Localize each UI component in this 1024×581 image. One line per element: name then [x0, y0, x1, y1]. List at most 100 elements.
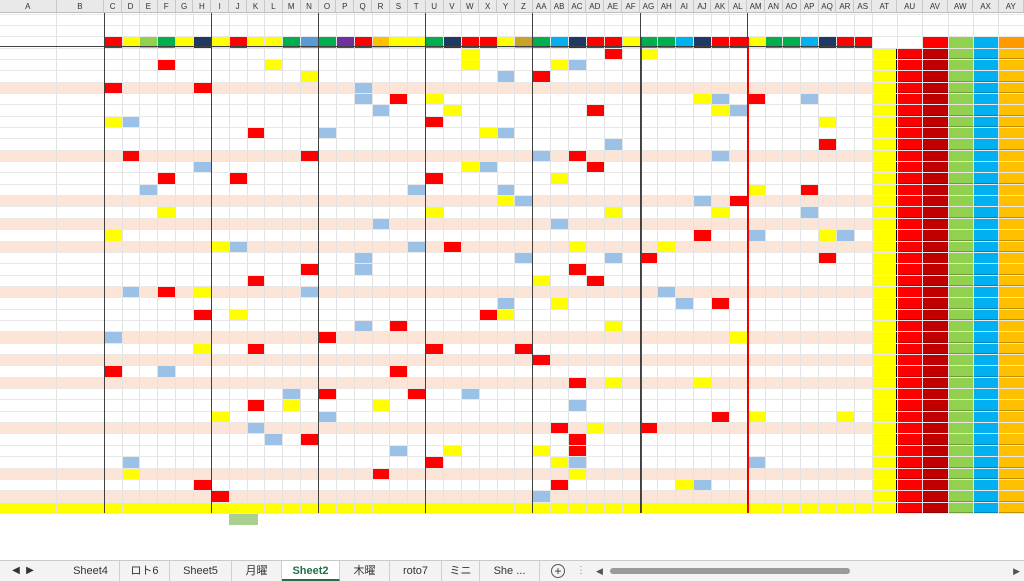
summary-cell[interactable]	[998, 184, 1024, 196]
summary-cell[interactable]	[973, 490, 999, 503]
number-cell[interactable]	[104, 355, 122, 366]
number-cell[interactable]	[301, 366, 319, 377]
draw-number-cell[interactable]	[57, 400, 105, 411]
summary-cell[interactable]	[922, 93, 949, 105]
number-cell[interactable]	[176, 502, 194, 513]
date-cell[interactable]	[0, 320, 57, 331]
number-cell[interactable]	[247, 422, 265, 434]
summary-cell[interactable]	[998, 275, 1024, 287]
summary-cell[interactable]	[998, 82, 1024, 94]
number-cell[interactable]	[604, 377, 623, 389]
number-cell[interactable]	[354, 252, 373, 264]
number-cell[interactable]	[568, 263, 587, 276]
number-cell[interactable]	[711, 297, 730, 310]
number-cell[interactable]	[551, 71, 569, 82]
summary-cell[interactable]	[897, 161, 923, 173]
number-cell[interactable]	[569, 82, 587, 93]
number-cell[interactable]	[640, 422, 658, 434]
summary-cell[interactable]	[922, 150, 949, 162]
column-header-W[interactable]: W	[461, 0, 480, 13]
number-header-cell[interactable]	[300, 36, 319, 49]
number-cell[interactable]	[711, 206, 730, 219]
number-cell[interactable]	[461, 93, 479, 104]
summary-cell[interactable]	[948, 48, 974, 60]
summary-cell[interactable]	[948, 297, 974, 310]
number-cell[interactable]	[568, 456, 587, 468]
add-sheet-icon[interactable]: +	[551, 564, 565, 578]
number-cell[interactable]	[550, 172, 569, 185]
number-cell[interactable]	[711, 150, 730, 162]
number-cell[interactable]	[300, 263, 319, 276]
summary-cell[interactable]	[897, 275, 923, 287]
summary-cell[interactable]	[948, 184, 974, 196]
draw-number-cell[interactable]	[57, 366, 105, 377]
number-cell[interactable]	[247, 389, 265, 400]
number-cell[interactable]	[551, 468, 569, 479]
number-cell[interactable]	[122, 456, 140, 468]
draw-number-cell[interactable]	[57, 491, 105, 502]
number-cell[interactable]	[247, 59, 265, 70]
number-cell[interactable]	[550, 59, 569, 71]
date-cell[interactable]	[0, 139, 57, 150]
column-header-B[interactable]: B	[56, 0, 105, 13]
summary-cell[interactable]	[897, 104, 923, 117]
number-cell[interactable]	[122, 286, 140, 298]
summary-cell[interactable]	[973, 297, 999, 310]
number-cell[interactable]	[497, 195, 515, 207]
date-cell[interactable]	[0, 468, 57, 479]
number-cell[interactable]	[157, 59, 176, 71]
number-cell[interactable]	[425, 116, 444, 128]
summary-cell[interactable]	[922, 309, 949, 321]
number-cell[interactable]	[747, 93, 766, 105]
number-cell[interactable]	[569, 252, 587, 263]
summary-cell[interactable]	[897, 150, 923, 162]
number-cell[interactable]	[694, 128, 712, 139]
summary-cell[interactable]	[922, 138, 949, 151]
number-cell[interactable]	[282, 388, 301, 400]
number-cell[interactable]	[229, 172, 248, 185]
column-header-O[interactable]: O	[318, 0, 337, 13]
date-cell[interactable]	[0, 366, 57, 377]
summary-cell[interactable]	[998, 252, 1024, 264]
number-cell[interactable]	[729, 195, 748, 207]
number-header-cell[interactable]	[782, 36, 801, 49]
number-header-cell[interactable]	[175, 36, 194, 49]
number-cell[interactable]	[229, 241, 248, 253]
number-header-cell[interactable]	[389, 36, 408, 49]
number-cell[interactable]	[568, 377, 587, 389]
number-cell[interactable]	[711, 93, 730, 105]
number-cell[interactable]	[407, 241, 426, 253]
summary-cell[interactable]	[922, 388, 949, 400]
summary-cell[interactable]	[897, 116, 923, 128]
summary-cell[interactable]	[922, 320, 949, 332]
number-cell[interactable]	[533, 502, 551, 513]
title-cell-AW[interactable]	[948, 36, 974, 49]
number-cell[interactable]	[586, 377, 604, 388]
number-cell[interactable]	[569, 389, 587, 400]
number-cell[interactable]	[586, 150, 604, 161]
summary-cell[interactable]	[922, 445, 949, 457]
number-cell[interactable]	[711, 104, 730, 117]
date-cell[interactable]	[0, 184, 57, 195]
number-cell[interactable]	[390, 196, 408, 207]
number-cell[interactable]	[747, 502, 765, 513]
number-header-cell[interactable]	[479, 36, 498, 49]
draw-number-cell[interactable]	[57, 389, 105, 400]
draw-number-cell[interactable]	[57, 411, 105, 422]
summary-cell[interactable]	[998, 48, 1024, 60]
number-cell[interactable]	[604, 206, 623, 219]
number-cell[interactable]	[854, 320, 872, 331]
number-cell[interactable]	[550, 297, 569, 310]
column-header-Q[interactable]: Q	[354, 0, 373, 13]
summary-cell[interactable]	[973, 116, 999, 128]
number-cell[interactable]	[640, 184, 658, 195]
date-cell[interactable]	[0, 150, 57, 161]
number-cell[interactable]	[122, 468, 140, 480]
summary-cell[interactable]	[897, 229, 923, 241]
summary-cell[interactable]	[998, 297, 1024, 310]
number-cell[interactable]	[140, 207, 158, 218]
column-header-AP[interactable]: AP	[800, 0, 819, 13]
number-cell[interactable]	[318, 411, 337, 423]
number-cell[interactable]	[247, 241, 265, 252]
column-header-K[interactable]: K	[247, 0, 265, 13]
